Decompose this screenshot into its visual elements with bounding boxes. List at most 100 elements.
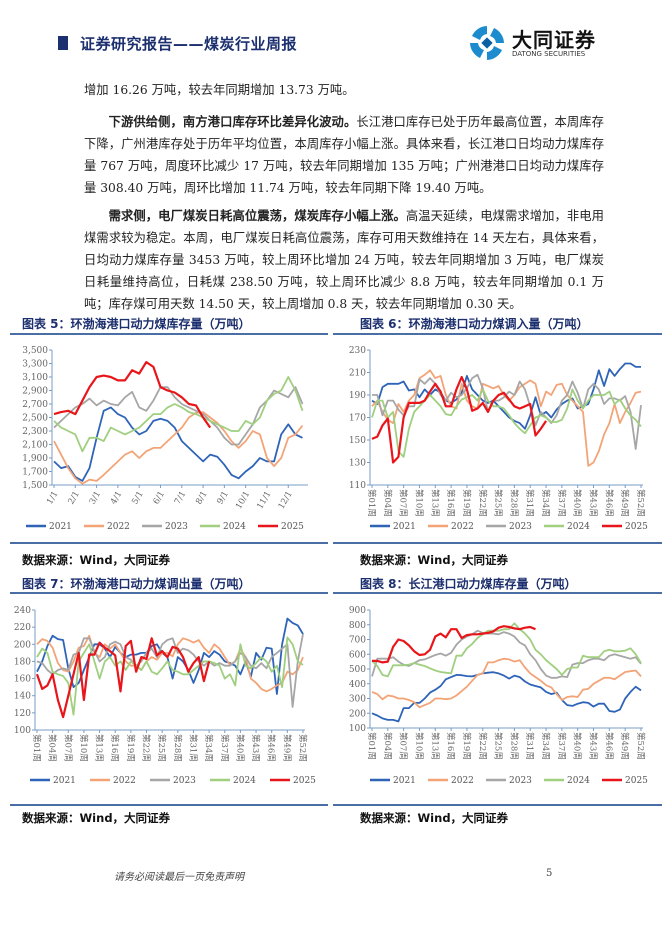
y-tick-label: 190 bbox=[349, 391, 366, 401]
x-tick-label: 第52周 bbox=[635, 489, 646, 517]
y-tick-label: 600 bbox=[349, 650, 366, 660]
x-tick-label: 第16周 bbox=[445, 489, 456, 517]
legend-label-2025: 2025 bbox=[625, 522, 648, 532]
x-tick-label: 第31周 bbox=[187, 734, 198, 762]
paragraph-lead: 需求侧，电厂煤炭日耗高位震荡，煤炭库存小幅上涨。 bbox=[108, 209, 406, 223]
x-tick-label: 第13周 bbox=[94, 734, 105, 762]
x-tick-label: 第13周 bbox=[429, 732, 440, 760]
datong-logo: 大同证券 DATONG SECURITIES bbox=[466, 22, 606, 66]
y-tick-label: 2,100 bbox=[22, 441, 48, 451]
series-line-2022 bbox=[53, 411, 304, 485]
chart-8-bottom-rule bbox=[333, 804, 662, 806]
x-tick-label: 第01周 bbox=[366, 489, 377, 517]
y-tick-label: 500 bbox=[349, 665, 366, 675]
x-tick-label: 第40周 bbox=[234, 734, 245, 762]
x-tick-label: 第10周 bbox=[413, 489, 424, 517]
series-line-2023 bbox=[53, 386, 304, 446]
chart-6-source: 数据来源：Wind，大同证券 bbox=[360, 553, 509, 567]
chart-5-bottom-rule bbox=[10, 542, 328, 544]
x-tick-label: 第28周 bbox=[172, 734, 183, 762]
legend-label-2023: 2023 bbox=[509, 776, 532, 786]
x-tick-label: 第49周 bbox=[619, 489, 630, 517]
x-tick-label: 第43周 bbox=[588, 732, 599, 760]
x-tick-label: 第46周 bbox=[603, 489, 614, 517]
legend-label-2025: 2025 bbox=[281, 522, 304, 532]
x-tick-label: 第01周 bbox=[31, 734, 42, 762]
series-line-2024 bbox=[53, 376, 304, 453]
page-number: 5 bbox=[546, 868, 553, 879]
y-tick-label: 240 bbox=[14, 606, 31, 616]
x-tick-label: 第19周 bbox=[461, 732, 472, 760]
paragraph-text: 高温天延续，电煤需求增加，非电用煤需求较为稳定。本周，电厂煤炭日耗高位震荡，库存… bbox=[84, 209, 604, 311]
chart-8-top-rule bbox=[333, 592, 662, 594]
y-tick-label: 210 bbox=[349, 369, 366, 379]
series-line-2022 bbox=[371, 657, 642, 709]
x-tick-label: 第25周 bbox=[493, 489, 504, 517]
legend-label-2021: 2021 bbox=[393, 522, 416, 532]
x-tick-label: 3/1 bbox=[88, 490, 104, 507]
chart-6-title: 图表 6：环渤海港口动力煤调入量（万吨） bbox=[360, 317, 589, 331]
y-tick-label: 900 bbox=[349, 606, 366, 616]
y-tick-label: 3,100 bbox=[22, 373, 48, 383]
x-tick-label: 6/1 bbox=[152, 490, 168, 507]
x-tick-label: 第04周 bbox=[382, 489, 393, 517]
report-title: 证券研究报告——煤炭行业周报 bbox=[80, 35, 298, 53]
x-tick-label: 8/1 bbox=[194, 490, 210, 507]
legend-label-2022: 2022 bbox=[451, 522, 474, 532]
legend-label-2024: 2024 bbox=[223, 522, 246, 532]
paragraph-continuation: 增加 16.26 万吨，较去年同期增加 13.73 万吨。 bbox=[84, 79, 604, 101]
legend-label-2022: 2022 bbox=[107, 522, 130, 532]
x-tick-label: 第10周 bbox=[78, 734, 89, 762]
x-tick-label: 第13周 bbox=[429, 489, 440, 517]
paragraph-lead: 下游供给侧，南方港口库存环比差异化波动。 bbox=[108, 115, 357, 129]
x-tick-label: 第22周 bbox=[477, 732, 488, 760]
chart-5-top-rule bbox=[10, 333, 328, 335]
x-tick-label: 第31周 bbox=[524, 489, 535, 517]
x-tick-label: 第34周 bbox=[540, 732, 551, 760]
chart-8-yangtze-inventory: 100200300400500600700800900第01周 第04周 第07周第… bbox=[349, 606, 648, 786]
series-line-2025 bbox=[53, 361, 212, 429]
x-tick-label: 第31周 bbox=[524, 732, 535, 760]
logo-english-name: DATONG SECURITIES bbox=[512, 50, 586, 58]
chart-7-top-rule bbox=[10, 592, 328, 594]
x-tick-label: 第04周 bbox=[382, 732, 393, 760]
series-line-2023 bbox=[36, 633, 304, 708]
x-tick-label: 第10周 bbox=[413, 732, 424, 760]
x-tick-label: 第49周 bbox=[619, 732, 630, 760]
x-tick-label: 第34周 bbox=[540, 489, 551, 517]
x-tick-label: 7/1 bbox=[173, 490, 189, 507]
x-tick-label: 第16周 bbox=[109, 734, 120, 762]
disclaimer-note: 请务必阅读最后一页免责声明 bbox=[114, 872, 244, 883]
x-tick-label: 第22周 bbox=[477, 489, 488, 517]
y-tick-label: 120 bbox=[14, 709, 31, 719]
legend-label-2025: 2025 bbox=[293, 776, 316, 786]
paragraph-text: 增加 16.26 万吨，较去年同期增加 13.73 万吨。 bbox=[84, 83, 355, 97]
x-tick-label: 第40周 bbox=[572, 489, 583, 517]
series-line-2021 bbox=[53, 406, 303, 482]
chart-5-title: 图表 5：环渤海港口动力煤库存量（万吨） bbox=[22, 317, 251, 331]
series-line-2024 bbox=[371, 622, 642, 678]
y-tick-label: 800 bbox=[349, 621, 366, 631]
x-tick-label: 1/1 bbox=[45, 490, 61, 507]
x-tick-label: 第19周 bbox=[461, 489, 472, 517]
y-tick-label: 100 bbox=[14, 726, 31, 736]
x-tick-label: 第52周 bbox=[635, 732, 646, 760]
x-tick-label: 第49周 bbox=[281, 734, 292, 762]
paragraph-text: 长江港口库存已处于历年最高位置，本周库存下降，广州港库存处于历年平均位置，本周库… bbox=[84, 115, 604, 195]
chart-6-top-rule bbox=[333, 333, 662, 335]
chart-7-bottom-rule bbox=[10, 804, 328, 806]
x-tick-label: 第52周 bbox=[297, 734, 308, 762]
y-tick-label: 200 bbox=[14, 640, 31, 650]
legend-label-2021: 2021 bbox=[393, 776, 416, 786]
x-tick-label: 2/1 bbox=[66, 490, 82, 507]
y-tick-label: 700 bbox=[349, 636, 366, 646]
x-tick-label: 第37周 bbox=[219, 734, 230, 762]
x-tick-label: 第37周 bbox=[556, 732, 567, 760]
x-tick-label: 第25周 bbox=[156, 734, 167, 762]
series-line-2025 bbox=[372, 625, 536, 664]
x-tick-label: 第43周 bbox=[588, 489, 599, 517]
legend-label-2022: 2022 bbox=[113, 776, 136, 786]
legend-label-2023: 2023 bbox=[173, 776, 196, 786]
x-tick-label: 5/1 bbox=[130, 490, 146, 507]
